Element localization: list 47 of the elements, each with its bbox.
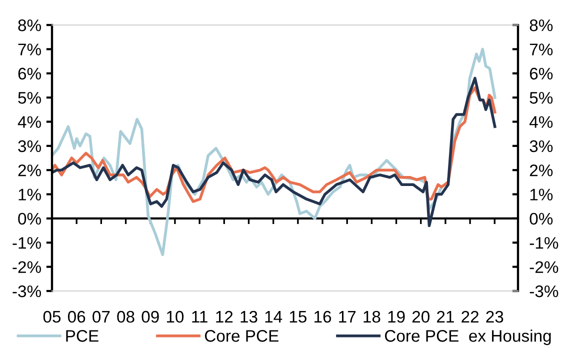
x-tick-label: 19 [388,310,405,323]
y-tick-label: -1% [12,237,41,249]
x-tick-label: 18 [364,310,380,323]
y2-tick-label: 5% [530,92,553,104]
y-tick-label: 1% [18,188,41,200]
y2-tick-label: 1% [530,188,553,200]
x-tick-label: 20 [412,310,430,323]
x-tick-label: 12 [216,310,233,323]
y2-tick-label: -3% [530,285,558,298]
y2-tick-label: 3% [530,140,553,152]
legend-label: PCE [66,330,98,342]
y-tick-label: 8% [18,19,41,32]
y-tick-label: -3% [12,285,41,298]
x-tick-label: 06 [68,310,86,323]
y2-tick-label: -1% [530,237,558,249]
x-tick-label: 13 [240,310,258,323]
x-tick-label: 16 [314,310,332,323]
x-tick-label: 23 [486,310,504,323]
legend-label: Core PCE [204,330,278,342]
y-tick-label: 5% [18,92,41,104]
x-tick-label: 05 [43,310,61,323]
y-tick-label: 0% [18,212,41,225]
x-tick-label: 22 [462,310,478,323]
line-series [52,76,496,228]
x-tick-label: 21 [437,310,454,323]
y2-tick-label: -2% [530,261,558,273]
x-tick-label: 15 [290,311,306,323]
y-tick-label: -2% [12,261,41,273]
legend-label: Core PCE ex Housing [384,330,551,346]
y2-tick-label: 7% [530,44,553,56]
x-tick-label: 07 [92,310,110,323]
y-tick-label: 6% [18,68,41,80]
y-tick-label: 7% [18,44,41,56]
x-tick-label: 09 [142,310,159,323]
y-tick-label: 4% [18,116,41,128]
x-tick-label: 17 [339,311,356,323]
x-tick-label: 14 [265,311,282,323]
x-tick-label: 08 [117,310,134,323]
y-tick-label: 3% [18,140,41,152]
y-tick-label: 2% [18,164,41,176]
x-tick-label: 10 [166,310,184,323]
x-tick-label: 11 [192,311,208,323]
y2-tick-label: 4% [529,116,553,128]
y2-tick-label: 2% [530,164,553,176]
y2-tick-label: 0% [530,212,553,225]
y2-tick-label: 8% [530,19,553,32]
y2-tick-label: 6% [530,68,553,80]
